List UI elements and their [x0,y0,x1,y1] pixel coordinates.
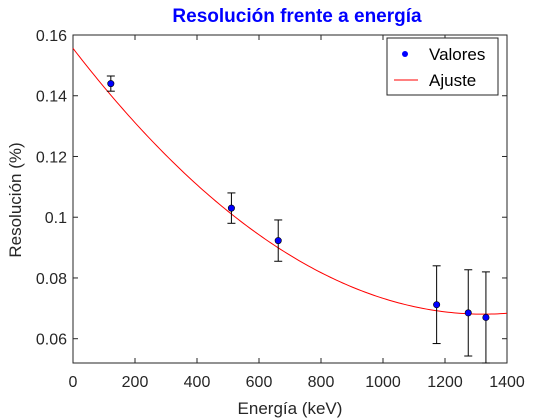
y-tick-label: 0.14 [36,89,67,106]
plot-area: 0 200 400 600 800 1000 1200 1400 0.06 0.08 0.1 0.12… [36,28,525,391]
data-point [464,309,472,317]
chart-title: Resolución frente a energía [172,6,422,27]
x-tick-label: 1000 [365,374,401,391]
x-tick-label: 200 [122,374,149,391]
legend: Valores Ajuste [386,37,499,96]
y-tick-label: 0.16 [36,28,67,45]
data-point [107,80,115,88]
axes-box [72,34,508,364]
y-tick-label: 0.06 [36,332,67,349]
x-tick-label: 1400 [489,374,525,391]
legend-box [386,37,499,96]
y-tick-label: 0.12 [36,149,67,166]
data-point [227,204,235,212]
data-point [482,313,490,321]
data-point [274,237,282,245]
y-tick-label: 0.1 [45,210,67,227]
x-tick-label: 800 [308,374,335,391]
y-axis-label: Resolución (%) [6,142,25,257]
x-tick-label: 1200 [427,374,463,391]
legend-marker-valores [402,51,408,57]
data-point [433,301,441,309]
y-tick-label: 0.08 [36,271,67,288]
x-tick-label: 600 [246,374,273,391]
x-axis-label: Energía (keV) [238,399,343,418]
x-tick-label: 0 [69,374,78,391]
legend-label-ajuste: Ajuste [429,71,476,90]
fit-curve-line [72,48,508,315]
x-tick-label: 400 [184,374,211,391]
legend-label-valores: Valores [429,45,485,64]
